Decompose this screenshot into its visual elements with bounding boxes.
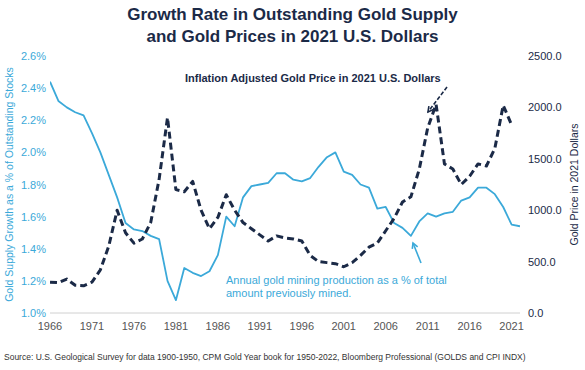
title: Growth Rate in Outstanding Gold Supply a… [0,4,585,48]
supply-arrow-head [412,243,417,249]
y2-tick-label: 1000.0 [528,204,562,216]
y-tick-label: 1.8% [21,179,46,191]
x-tick-label: 1971 [80,320,104,332]
x-axis-line [50,313,520,314]
y-tick-label: 1.6% [21,211,46,223]
y-tick-label: 1.0% [21,307,46,319]
y2-axis-title: Gold Price in 2021 Dollars [568,124,580,246]
series-line [50,104,512,285]
y-tick-label: 1.2% [21,275,46,287]
price-arrow [428,87,447,112]
x-tick-label: 2021 [499,320,523,332]
x-tick-label: 2016 [457,320,481,332]
x-tick-label: 1991 [248,320,272,332]
supply-arrow [413,243,421,263]
y-tick-label: 2.0% [21,146,46,158]
x-tick-label: 1981 [164,320,188,332]
y2-tick-label: 2000.0 [528,101,562,113]
series-line [50,82,520,300]
x-tick-label: 1986 [206,320,230,332]
y-tick-label: 2.2% [21,114,46,126]
y2-tick-label: 2500.0 [528,50,562,62]
x-tick-label: 1996 [290,320,314,332]
price-arrow-head [428,106,433,112]
x-tick-label: 1966 [38,320,62,332]
y-axis-title: Gold Supply Growth as a % of Outstanding… [3,67,15,302]
price-annotation: Inflation Adjusted Gold Price in 2021 U.… [185,72,441,85]
source: Source: U.S. Geological Survey for data … [4,352,526,362]
y-tick-label: 1.4% [21,243,46,255]
y-tick-label: 2.6% [21,50,46,62]
chart: 1966 1971 1976 1981 1986 1991 1996 2001 2006 2011… [0,0,585,370]
plot-area [50,82,520,300]
x-tick-label: 2006 [373,320,397,332]
x-tick-label: 2001 [332,320,356,332]
x-tick-label: 1976 [122,320,146,332]
y2-tick-label: 500.0 [528,256,556,268]
y-tick-label: 2.4% [21,82,46,94]
y2-tick-label: 1500.0 [528,153,562,165]
x-tick-label: 2011 [416,320,440,332]
y2-tick-label: 0.0 [528,307,543,319]
supply-annotation: Annual gold mining production as a % of … [226,274,447,300]
